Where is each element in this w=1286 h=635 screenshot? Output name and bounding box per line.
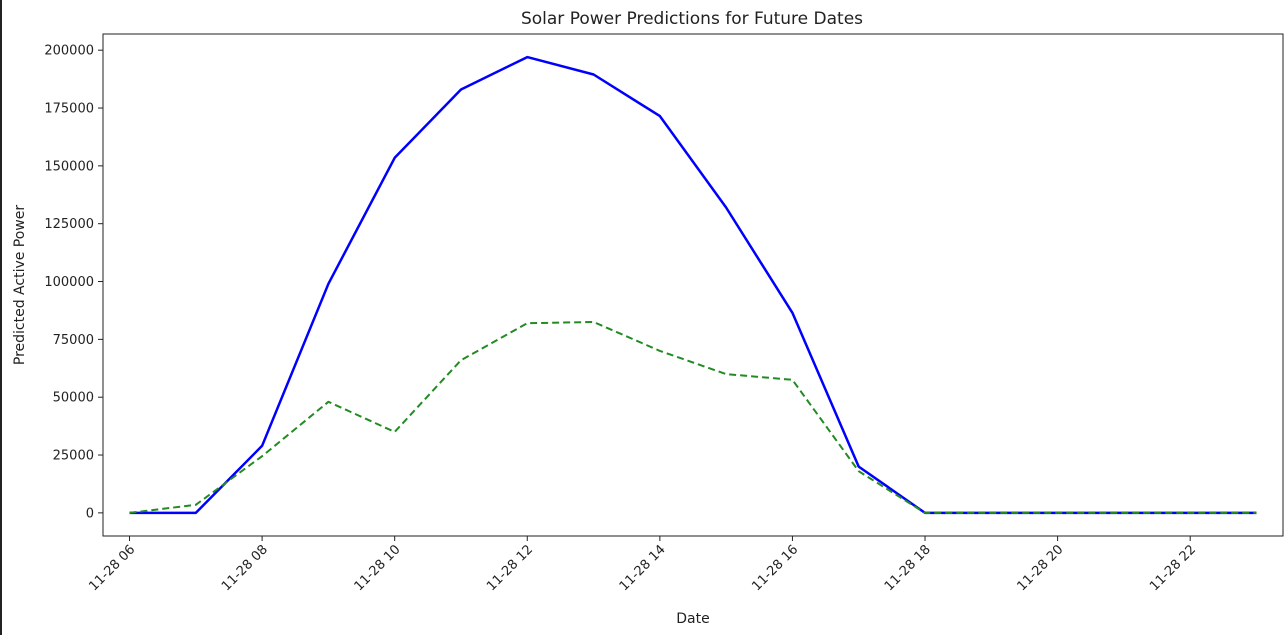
x-tick-label: 11-28 06 (86, 542, 138, 594)
series-line-2 (129, 321, 1257, 514)
y-tick-label: 175000 (44, 102, 94, 117)
y-axis: 0 25000 50000 75000 100000 125000 150000 175000… (44, 44, 103, 521)
chart-title: Solar Power Predictions for Future Dates (521, 9, 863, 29)
x-tick-label: 11-28 18 (882, 542, 934, 594)
series-layer (129, 55, 1257, 515)
y-tick-label: 0 (86, 506, 94, 521)
y-tick-label: 150000 (44, 159, 94, 174)
x-tick-label: 11-28 22 (1147, 542, 1199, 594)
x-tick-label: 11-28 16 (749, 542, 801, 594)
x-axis-title: Date (676, 611, 709, 627)
x-tick-label: 11-28 10 (352, 542, 404, 594)
y-tick-label: 125000 (44, 217, 94, 232)
y-axis-title: Predicted Active Power (12, 205, 28, 365)
y-tick-label: 200000 (44, 44, 94, 59)
plot-area (102, 33, 1284, 537)
x-tick-label: 11-28 12 (484, 542, 536, 594)
series-line-1 (129, 55, 1257, 515)
x-tick-label: 11-28 08 (219, 542, 271, 594)
y-tick-label: 50000 (53, 391, 94, 406)
y-tick-label: 75000 (53, 333, 94, 348)
y-tick-label: 100000 (44, 275, 94, 290)
x-axis: 11-28 06 11-28 08 11-28 10 11-28 12 11-28 14… (86, 536, 1199, 594)
x-tick-label: 11-28 20 (1014, 542, 1066, 594)
y-tick-label: 25000 (53, 449, 94, 464)
x-tick-label: 11-28 14 (617, 542, 669, 594)
